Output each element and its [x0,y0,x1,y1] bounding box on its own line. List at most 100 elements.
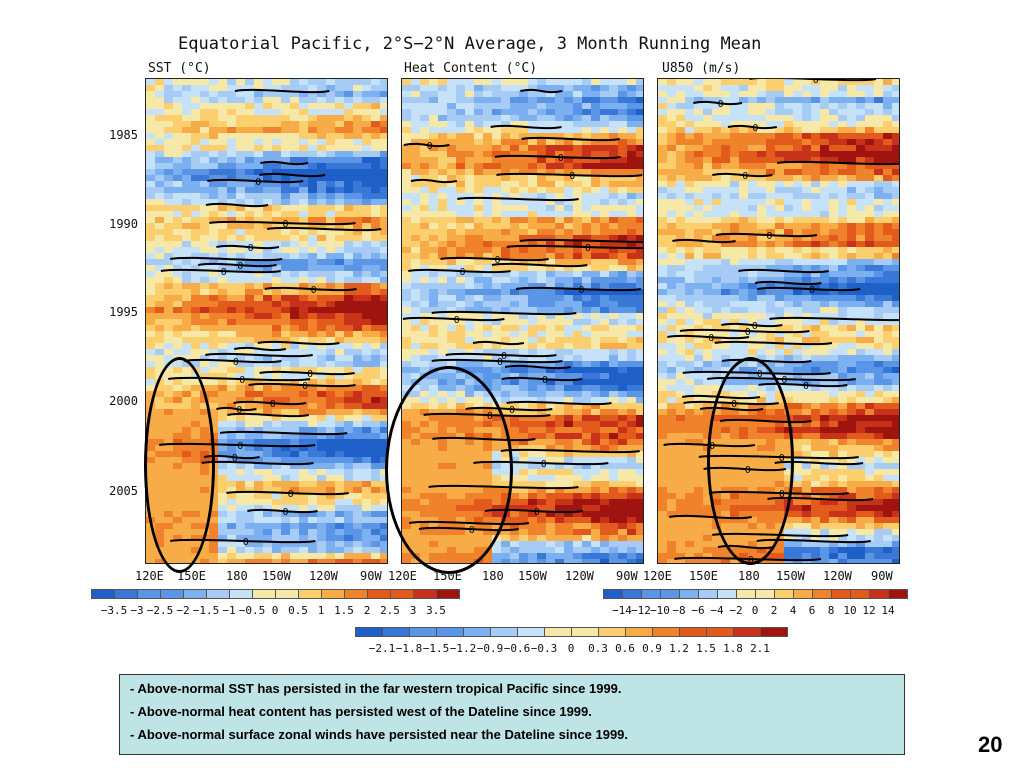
heatmap-cell [254,247,264,254]
heatmap-cell [438,349,448,356]
heatmap-cell [546,415,556,422]
heatmap-cell [380,547,387,554]
heatmap-cell [272,199,282,206]
heatmap-cell [272,451,282,458]
heatmap-cell [627,253,637,260]
heatmap-cell [600,403,610,410]
heatmap-cell [411,235,421,242]
heatmap-cell [528,385,538,392]
heatmap-cell [218,295,228,302]
heatmap-cell [236,265,246,272]
heatmap-cell [155,187,165,194]
heatmap-cell [420,265,430,272]
heatmap-cell [573,163,583,170]
contour-label: 0 [233,357,239,368]
heatmap-cell [335,307,345,314]
heatmap-cell [492,271,502,278]
heatmap-cell [371,469,381,476]
heatmap-cell [447,157,457,164]
heatmap-cell [173,283,183,290]
heatmap-cell [892,181,899,188]
heatmap-cell [847,97,857,104]
heatmap-cell [209,181,219,188]
heatmap-cell [483,343,493,350]
heatmap-cell [802,175,812,182]
heatmap-cell [636,175,643,182]
heatmap-cell [362,235,372,242]
heatmap-cell [775,163,785,170]
heatmap-cell [528,139,538,146]
heatmap-cell [438,247,448,254]
heatmap-cell [483,211,493,218]
heatmap-cell [519,529,529,536]
heatmap-cell [209,187,219,194]
heatmap-cell [703,187,713,194]
heatmap-cell [380,355,387,362]
heatmap-cell [245,517,255,524]
heatmap-cell [182,85,192,92]
heatmap-cell [209,415,219,422]
heatmap-cell [209,91,219,98]
heatmap-cell [564,379,574,386]
heatmap-cell [402,229,412,236]
heatmap-cell [411,301,421,308]
heatmap-cell [164,277,174,284]
heatmap-cell [483,229,493,236]
heatmap-cell [847,187,857,194]
heatmap-cell [537,421,547,428]
heatmap-cell [263,307,273,314]
heatmap-cell [209,397,219,404]
heatmap-cell [573,241,583,248]
heatmap-cell [146,283,156,290]
heatmap-cell [353,361,363,368]
heatmap-cell [263,415,273,422]
heatmap-cell [636,331,643,338]
heatmap-cell [528,547,538,554]
heatmap-cell [537,487,547,494]
heatmap-cell [411,337,421,344]
heatmap-cell [582,289,592,296]
heatmap-cell [636,349,643,356]
heatmap-cell [344,175,354,182]
heatmap-cell [272,259,282,266]
heatmap-cell [218,511,228,518]
heatmap-cell [618,499,628,506]
heatmap-cell [402,91,412,98]
heatmap-cell [537,397,547,404]
heatmap-cell [326,493,336,500]
heatmap-cell [308,349,318,356]
heatmap-cell [164,169,174,176]
heatmap-cell [712,79,722,86]
heatmap-cell [474,361,484,368]
heatmap-cell [483,379,493,386]
heatmap-cell [573,463,583,470]
heatmap-cell [564,121,574,128]
heatmap-cell [573,307,583,314]
heatmap-cell [254,253,264,260]
heatmap-cell [326,391,336,398]
heatmap-cell [636,235,643,242]
heatmap-cell [290,535,300,542]
heatmap-cell [474,337,484,344]
heatmap-cell [546,103,556,110]
heatmap-cell [883,139,893,146]
heatmap-cell [420,313,430,320]
heatmap-cell [402,139,412,146]
heatmap-cell [627,541,637,548]
heatmap-cell [636,343,643,350]
heatmap-cell [555,535,565,542]
zero-contour [494,154,621,160]
heatmap-cell [627,127,637,134]
heatmap-cell [218,229,228,236]
heatmap-cell [465,265,475,272]
heatmap-cell [402,301,412,308]
zero-contour [170,256,283,262]
heatmap-cell [874,97,884,104]
heatmap-cell [155,91,165,98]
heatmap-cell [254,241,264,248]
heatmap-cell [456,277,466,284]
heatmap-cell [146,163,156,170]
heatmap-cell [555,193,565,200]
heatmap-cell [272,409,282,416]
heatmap-cell [335,529,345,536]
